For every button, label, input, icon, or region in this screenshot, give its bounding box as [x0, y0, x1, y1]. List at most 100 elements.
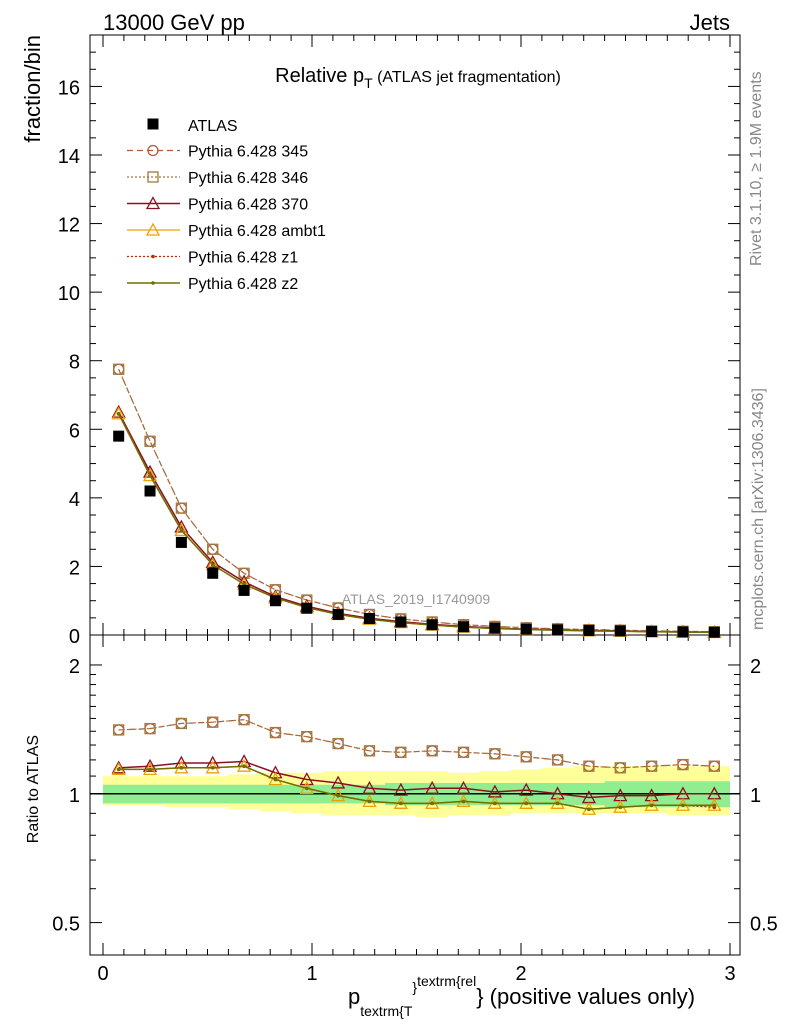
ratio-ytick-label-right: 1 [750, 785, 761, 807]
main-ylabel: fraction/bin [20, 35, 45, 143]
atlas-data-point [708, 626, 720, 638]
ratio-series-5-marker [242, 764, 246, 769]
ratio-series-5-line [118, 765, 715, 811]
legend-label: Pythia 6.428 345 [188, 144, 308, 161]
ratio-series-1-marker [113, 724, 125, 736]
series-1-marker [269, 584, 282, 596]
series-1-marker [144, 435, 156, 447]
ratio-series-2-line [118, 760, 715, 799]
atlas-data-point [175, 536, 187, 548]
atlas-data-point [395, 616, 407, 628]
plot-title-prefix: Relative p [275, 65, 364, 87]
series-1-marker [207, 543, 219, 555]
ratio-series-2-marker [299, 772, 314, 786]
atlas-data-point [458, 621, 470, 633]
legend-marker [145, 222, 161, 236]
ratio-series-5-marker [273, 777, 278, 782]
xtick-label: 1 [306, 963, 317, 985]
atlas-data-point [426, 619, 438, 631]
ratio-ytick-label-right: 2 [750, 656, 761, 678]
main-ytick-label: 0 [69, 626, 80, 648]
analysis-watermark: ATLAS_2019_I1740909 [342, 591, 491, 607]
legend-marker [147, 144, 159, 157]
main-ytick-label: 10 [58, 283, 80, 305]
ratio-series [111, 714, 722, 815]
ratio-series-1-marker [395, 746, 407, 758]
x-axis-title-sub: textrm{T [360, 1003, 413, 1019]
ratio-series-1-marker [301, 730, 313, 743]
atlas-data-point [144, 485, 156, 497]
ratio-series-2-marker [550, 786, 565, 800]
ratio-series-1-marker [332, 737, 344, 750]
plot-title-suffix: (ATLAS jet fragmentation) [377, 69, 561, 86]
ratio-series-5-marker [712, 803, 717, 808]
ratio-series-5-marker [430, 801, 434, 806]
x-axis-title: ptextrm{T}textrm{rel} (positive values o… [348, 973, 695, 1019]
ratio-series-5-marker [649, 803, 654, 808]
ratio-series-5-marker [179, 766, 184, 770]
ratio-series-2-marker [362, 780, 377, 794]
legend-label: Pythia 6.428 346 [188, 170, 308, 187]
ratio-series-1-marker [645, 760, 658, 772]
ratio-series-2-marker [456, 780, 471, 794]
series-3-marker [111, 406, 126, 420]
ratio-ylabel: Ratio to ATLAS [25, 735, 42, 843]
ratio-series-1-marker [583, 760, 595, 772]
atlas-data-point [269, 595, 281, 607]
legend-atlas-label: ATLAS [188, 118, 238, 135]
mcplots-label: mcplots.cern.ch [arXiv:1306.3436] [750, 388, 767, 630]
ratio-series-1-marker [144, 722, 156, 735]
series-5-marker [179, 528, 184, 533]
ratio-series-5-marker [399, 801, 403, 806]
ratio-series-5-marker [587, 807, 591, 812]
ratio-ytick-label: 1 [69, 785, 80, 807]
atlas-data-point [207, 567, 219, 579]
series-5-marker [210, 562, 215, 567]
x-axis-title-brace: } [412, 979, 417, 995]
xtick-label: 0 [97, 963, 108, 985]
legend-marker [151, 281, 155, 285]
series-1-marker [113, 363, 125, 375]
main-series [111, 363, 722, 639]
legend-marker [145, 196, 161, 210]
series-5-marker [148, 473, 152, 478]
ratio-plot-frame [89, 634, 741, 956]
ratio-uncertainty-bands [90, 766, 740, 818]
atlas-data-point [332, 608, 344, 620]
ratio-series-5-marker [681, 803, 685, 808]
atlas-data-point [646, 626, 658, 638]
xtick-label: 3 [724, 963, 735, 985]
ratio-series-5-marker [555, 801, 560, 806]
atlas-data-point [552, 624, 564, 636]
series-0-marker [144, 435, 156, 447]
atlas-data-point [677, 626, 689, 638]
plot-title-sub: T [364, 75, 373, 91]
atlas-data-point [614, 625, 626, 637]
ratio-ytick-label-right: 0.5 [750, 914, 778, 936]
plot-title: Relative pT (ATLAS jet fragmentation) [275, 65, 561, 91]
series-3-marker [174, 523, 189, 537]
legend-label: Pythia 6.428 z1 [188, 250, 298, 267]
main-ytick-label: 8 [69, 352, 80, 374]
main-ytick-label: 14 [58, 146, 80, 168]
ratio-series-2-marker [425, 780, 440, 794]
ratio-series-2-marker [331, 775, 346, 789]
ratio-series-1-marker [238, 714, 250, 726]
atlas-data-point [489, 622, 501, 634]
ratio-series-5-marker [336, 793, 340, 798]
main-ytick-label: 6 [69, 420, 80, 442]
xtick-label: 2 [515, 963, 526, 985]
ratio-series-5-marker [210, 766, 215, 770]
ratio-series-1-marker [175, 717, 188, 730]
atlas-data-point [363, 613, 375, 625]
ratio-series-1-marker [363, 745, 376, 757]
series-3-marker [142, 468, 158, 482]
main-ytick-label: 2 [69, 557, 80, 579]
header-right: Jets [690, 10, 730, 35]
atlas-data-point [113, 430, 125, 442]
ratio-series-1-marker [489, 748, 501, 760]
ratio-series-5-marker [524, 801, 529, 806]
legend-atlas-marker [147, 118, 159, 130]
ratio-series-2-marker [644, 788, 659, 802]
ratio-series-5-marker [116, 767, 121, 772]
